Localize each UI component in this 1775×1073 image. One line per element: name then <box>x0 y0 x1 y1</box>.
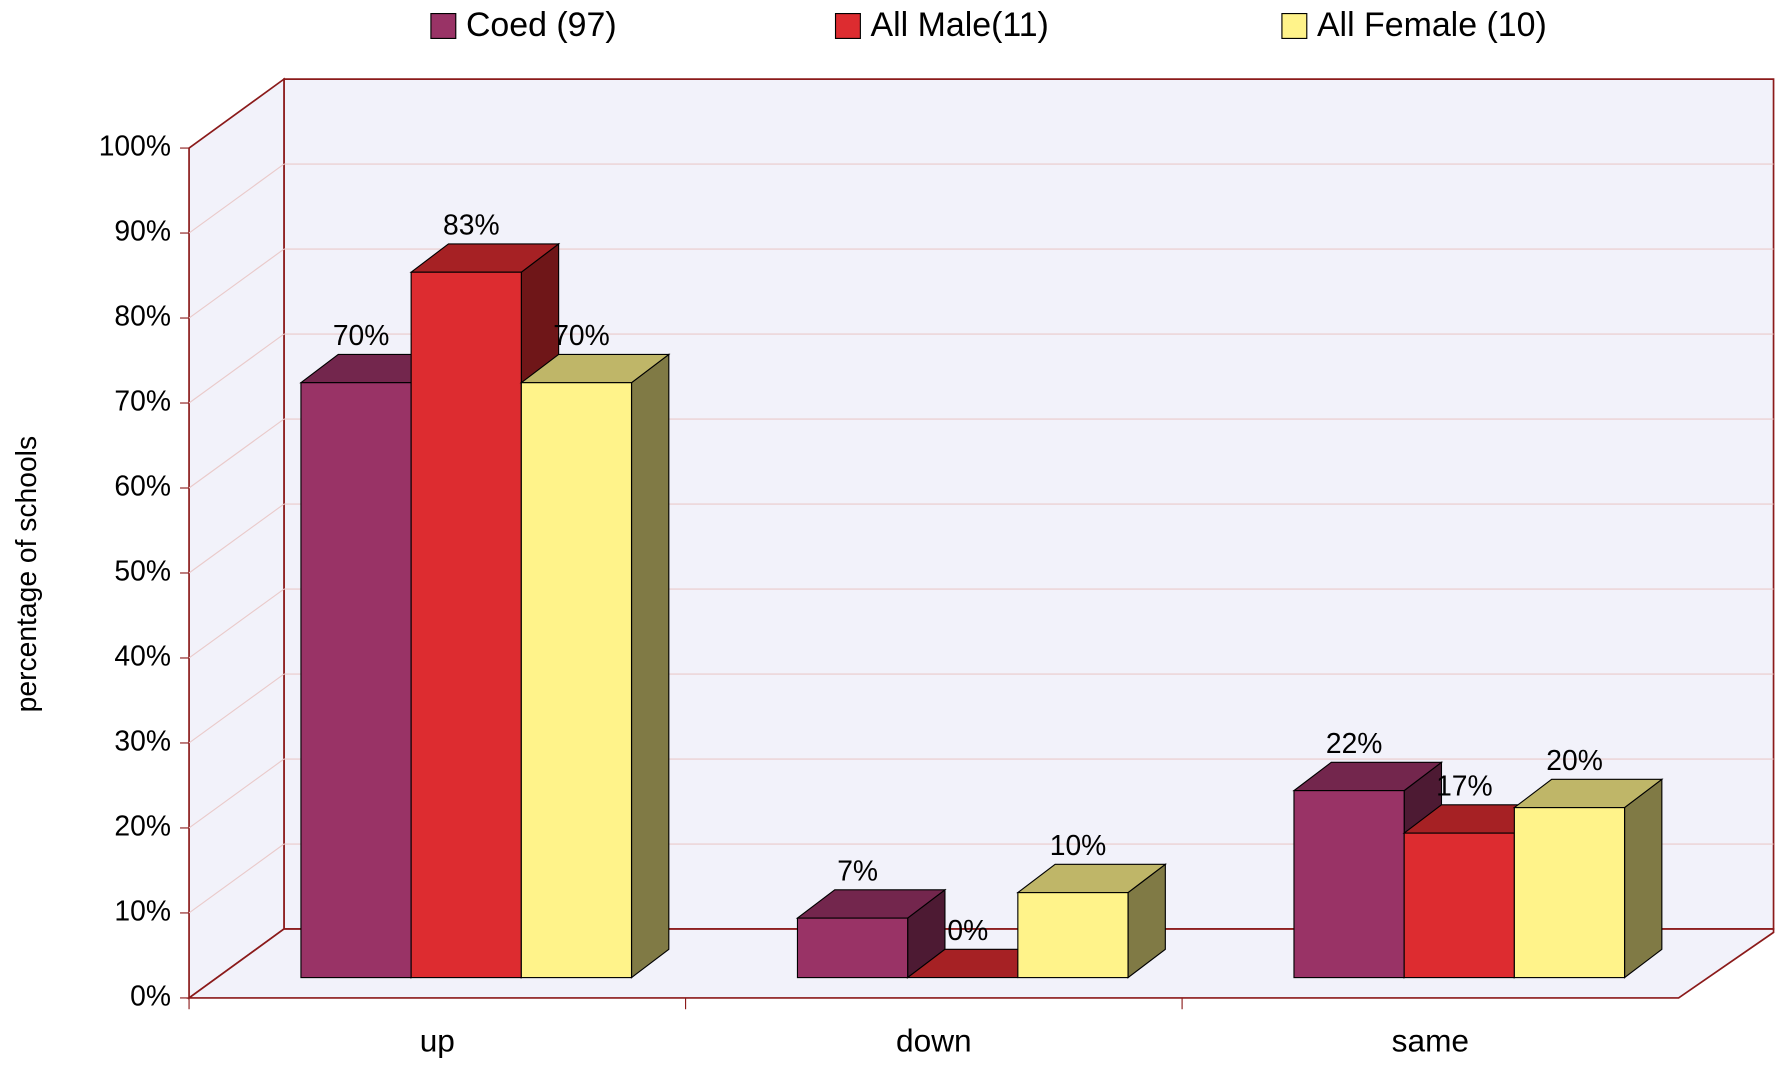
grid-line <box>188 163 285 234</box>
bar <box>1017 892 1129 979</box>
y-tick-label: 60% <box>114 469 171 501</box>
bar <box>796 917 909 979</box>
bar <box>520 382 633 979</box>
grid-line <box>188 758 285 829</box>
legend-label: Coed (97) <box>466 6 617 44</box>
y-tick-label: 0% <box>130 979 171 1011</box>
legend-label: All Male(11) <box>871 6 1049 44</box>
y-tick-label: 40% <box>114 639 171 671</box>
y-tick-label: 50% <box>114 554 171 586</box>
legend-label: All Female (10) <box>1317 6 1547 44</box>
y-tick-label: 70% <box>114 384 171 416</box>
y-tick-label: 80% <box>114 299 171 331</box>
y-tick-label: 20% <box>114 809 171 841</box>
bar-side <box>1623 778 1663 979</box>
grid-line <box>188 588 285 659</box>
y-tick-label: 30% <box>114 724 171 756</box>
data-label: 70% <box>333 319 390 351</box>
legend-swatch <box>834 12 861 39</box>
grid-line <box>188 843 285 914</box>
data-label: 17% <box>1436 769 1493 801</box>
bar <box>1513 807 1626 979</box>
bar <box>300 382 412 979</box>
bar-side <box>630 353 670 979</box>
y-tick-label: 90% <box>114 215 171 247</box>
data-label: 22% <box>1326 727 1383 759</box>
x-tick-label: up <box>420 1022 455 1058</box>
data-label: 70% <box>553 319 610 351</box>
data-label: 83% <box>443 208 500 240</box>
data-label: 20% <box>1546 744 1603 776</box>
grid-line <box>188 673 285 744</box>
data-label: 10% <box>1050 829 1107 861</box>
data-label: 0% <box>947 914 988 946</box>
bar <box>1293 790 1405 979</box>
data-label: 7% <box>837 854 878 886</box>
grid-line <box>188 503 285 574</box>
bar <box>410 271 522 979</box>
grid-line <box>188 333 285 404</box>
x-tick-label: down <box>896 1022 972 1058</box>
y-axis-label: percentage of schools <box>10 436 42 712</box>
x-tick-label: same <box>1392 1022 1469 1058</box>
legend-swatch <box>1281 12 1308 39</box>
grid-line <box>188 248 285 319</box>
legend-swatch <box>430 12 457 39</box>
y-tick-label: 100% <box>99 130 171 162</box>
y-tick-label: 10% <box>114 894 171 926</box>
grid-line <box>188 418 285 489</box>
bar <box>1403 832 1515 979</box>
